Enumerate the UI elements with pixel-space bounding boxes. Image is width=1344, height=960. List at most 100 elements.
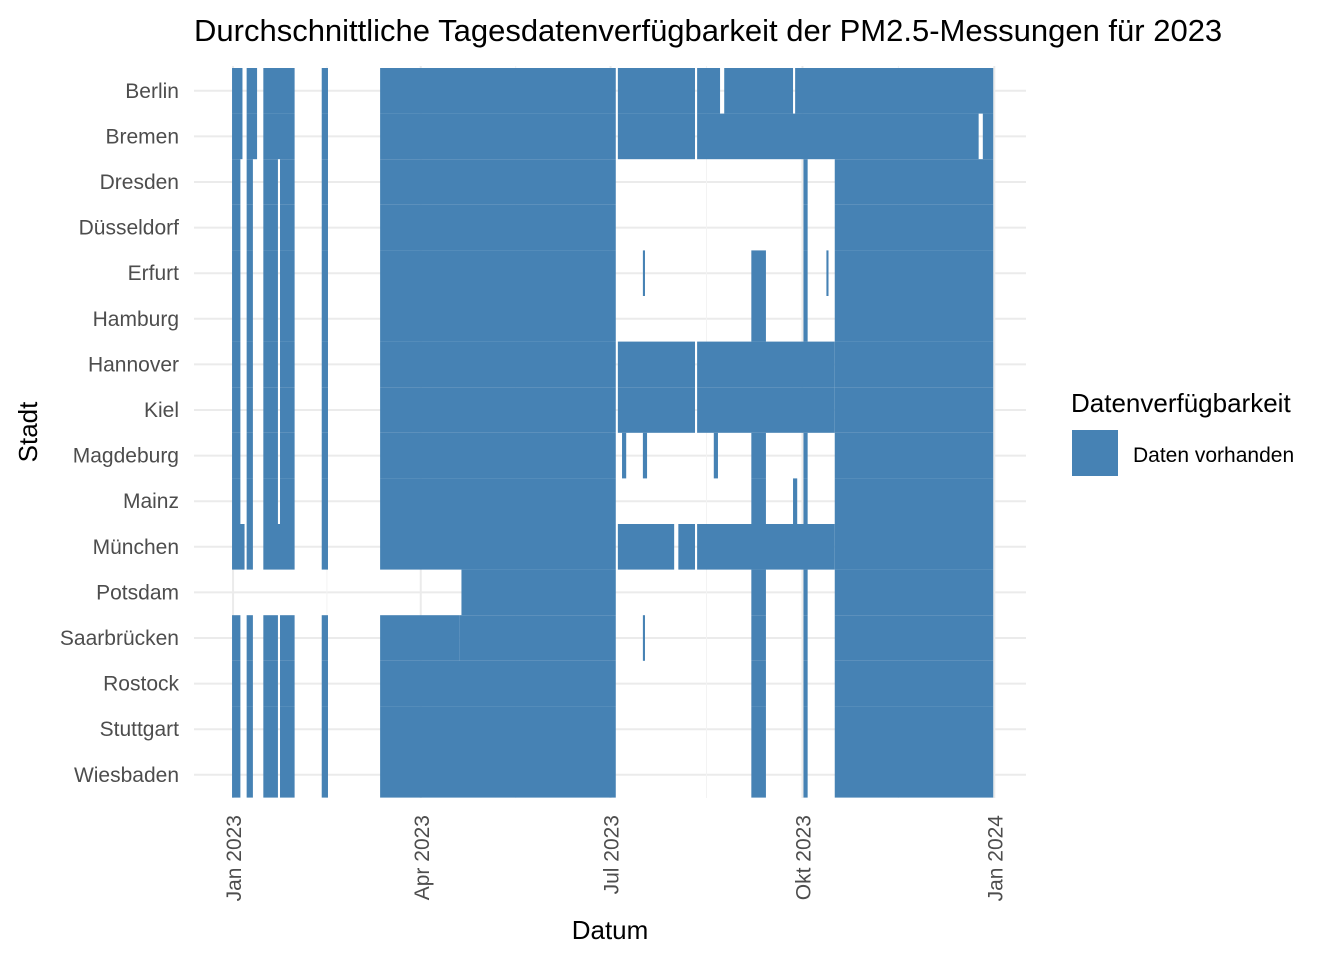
availability-bar: [380, 296, 616, 342]
x-tick-label: Jan 2023: [223, 815, 246, 901]
availability-bar: [263, 706, 278, 752]
availability-bar: [834, 387, 994, 433]
availability-bar: [321, 68, 328, 114]
availability-bar: [232, 387, 241, 433]
availability-bar: [642, 432, 648, 479]
availability-bar: [380, 660, 616, 707]
x-tick-labels: Jan 2023 Apr 2023 Jul 2023 Okt 2023 Jan 2024: [223, 815, 1007, 902]
availability-bar: [826, 250, 829, 296]
y-axis-title: Stadt: [13, 401, 43, 462]
availability-bar: [697, 68, 721, 114]
availability-bar: [246, 113, 258, 160]
availability-bar: [280, 478, 295, 524]
availability-bar: [246, 524, 253, 570]
chart-title: Durchschnittliche Tagesdatenverfügbarkei…: [194, 13, 1222, 48]
availability-bar: [751, 615, 766, 661]
availability-bar: [280, 752, 295, 798]
availability-bar: [380, 478, 616, 524]
availability-bar: [280, 706, 295, 752]
availability-bar: [751, 569, 766, 616]
availability-bar: [803, 615, 808, 661]
availability-bar: [321, 432, 328, 479]
y-tick-label: Stuttgart: [100, 718, 180, 741]
availability-bar: [246, 615, 253, 661]
availability-bar: [263, 296, 278, 342]
availability-bar: [697, 341, 835, 388]
availability-bar: [751, 250, 766, 296]
availability-bar: [246, 752, 253, 798]
availability-bar: [751, 432, 766, 479]
availability-bar: [380, 250, 616, 296]
availability-bar: [834, 660, 994, 707]
availability-bar: [232, 432, 241, 479]
availability-bar: [380, 204, 616, 251]
availability-bar: [321, 250, 328, 296]
availability-bar: [380, 113, 616, 160]
availability-bar: [751, 660, 766, 707]
x-tick-label: Okt 2023: [792, 815, 815, 900]
availability-bar: [834, 296, 994, 342]
availability-bar: [246, 296, 253, 342]
availability-bar: [232, 478, 241, 524]
availability-bar: [751, 478, 766, 524]
y-tick-label: Potsdam: [96, 581, 179, 604]
availability-bar: [321, 524, 328, 570]
availability-bar: [280, 296, 295, 342]
y-tick-label: Hannover: [88, 353, 179, 376]
x-axis-title: Datum: [572, 915, 649, 945]
availability-bar: [263, 752, 278, 798]
availability-bar: [803, 569, 808, 616]
y-tick-label: München: [93, 536, 179, 559]
availability-bar: [803, 432, 808, 479]
availability-bar: [321, 752, 328, 798]
availability-bar: [834, 204, 994, 251]
availability-bar: [263, 432, 278, 479]
availability-bar: [246, 660, 253, 707]
availability-bar: [380, 752, 616, 798]
availability-bar: [280, 387, 295, 433]
legend-title: Datenverfügbarkeit: [1071, 388, 1291, 418]
availability-bar: [246, 250, 253, 296]
availability-bar: [803, 706, 808, 752]
availability-bar: [232, 113, 243, 160]
y-tick-label: Magdeburg: [73, 445, 179, 468]
availability-bar: [280, 250, 295, 296]
availability-bar: [380, 432, 616, 479]
y-tick-label: Düsseldorf: [79, 217, 180, 240]
availability-bar: [834, 752, 994, 798]
availability-bar: [803, 296, 808, 342]
y-tick-label: Kiel: [144, 399, 179, 422]
availability-bar: [321, 706, 328, 752]
y-tick-labels: Berlin Bremen Dresden Düsseldorf Erfurt Hambu…: [60, 80, 180, 787]
availability-bar: [642, 615, 645, 661]
availability-bar: [834, 478, 994, 524]
availability-bar: [751, 296, 766, 342]
availability-bar: [724, 68, 794, 114]
legend-swatch: [1072, 430, 1118, 476]
availability-bar: [793, 478, 798, 524]
availability-bar: [834, 524, 994, 570]
availability-bar: [982, 113, 994, 160]
availability-bar: [834, 706, 994, 752]
availability-bar: [321, 113, 328, 160]
availability-bar: [232, 615, 241, 661]
availability-bar: [246, 387, 253, 433]
availability-bar: [232, 159, 241, 205]
availability-bar: [697, 524, 835, 570]
availability-bar: [263, 204, 278, 251]
availability-bar: [232, 524, 245, 570]
availability-bar: [380, 615, 460, 661]
y-tick-label: Wiesbaden: [74, 764, 179, 787]
availability-bar: [246, 432, 253, 479]
availability-bar: [380, 159, 616, 205]
availability-bar: [246, 204, 253, 251]
availability-bar: [232, 68, 243, 114]
availability-bar: [280, 615, 295, 661]
availability-bar: [713, 432, 718, 479]
x-tick-label: Jul 2023: [601, 815, 624, 894]
y-tick-label: Rostock: [103, 673, 179, 696]
availability-bar: [697, 387, 835, 433]
availability-bar: [834, 341, 994, 388]
availability-bar: [263, 159, 278, 205]
